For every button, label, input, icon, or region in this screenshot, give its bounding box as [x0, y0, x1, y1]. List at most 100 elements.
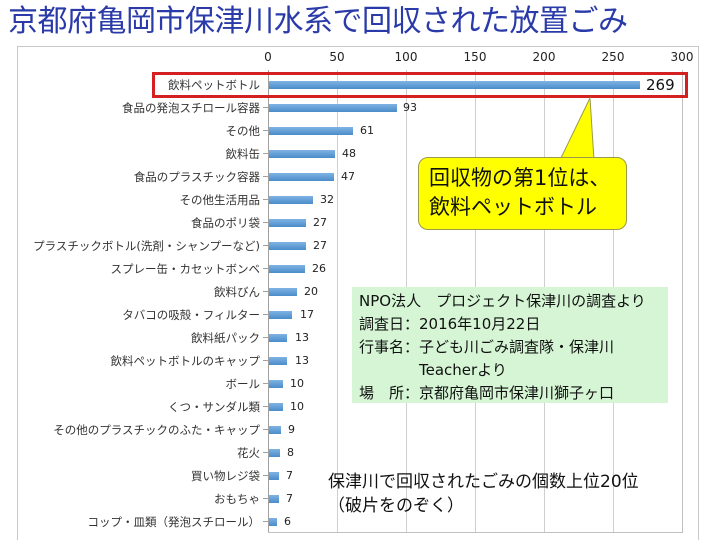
bar — [269, 311, 292, 319]
bar — [269, 173, 334, 181]
bar-row: おもちゃ 7 — [0, 487, 720, 510]
value-label: 10 — [290, 400, 304, 413]
bar — [269, 81, 640, 89]
y-tick — [263, 452, 268, 453]
category-label: 飲料ペットボトル — [168, 78, 260, 92]
x-tick: 300 — [670, 50, 694, 64]
value-label: 8 — [287, 446, 294, 459]
bar-row: プラスチックボトル(洗剤・シャンプーなど) 27 — [0, 234, 720, 257]
value-label: 17 — [300, 308, 314, 321]
x-tick: 150 — [463, 50, 487, 64]
category-label: 飲料缶 — [225, 147, 261, 161]
category-label: タバコの吸殻・フィルター — [122, 308, 260, 322]
y-tick — [263, 406, 268, 407]
category-label: 食品の発泡スチロール容器 — [122, 101, 260, 115]
callout-line-1: 回収物の第1位は、 — [429, 166, 611, 190]
bar — [269, 472, 279, 480]
value-label: 13 — [295, 354, 309, 367]
category-label: 飲料びん — [214, 285, 260, 299]
y-tick — [263, 268, 268, 269]
bar-row: その他 61 — [0, 119, 720, 142]
bar-row: コップ・皿類（発泡スチロール） 6 — [0, 510, 720, 533]
gridline-50 — [337, 70, 338, 532]
bar — [269, 449, 280, 457]
y-tick — [263, 498, 268, 499]
y-tick — [263, 222, 268, 223]
bar-row: 飲料びん 20 — [0, 280, 720, 303]
note-line: NPO法人 プロジェクト保津川の調査より — [359, 292, 646, 310]
callout-line-2: 飲料ペットボトル — [429, 195, 597, 219]
bar — [269, 518, 277, 526]
bar — [269, 242, 306, 250]
category-label: くつ・サンダル類 — [168, 400, 260, 414]
callout-bubble: 回収物の第1位は、 飲料ペットボトル — [418, 157, 627, 230]
note-line: Teacherより — [359, 361, 507, 379]
value-label: 27 — [313, 216, 327, 229]
highlight-box — [152, 72, 688, 98]
bar-row: その他生活用品 32 — [0, 188, 720, 211]
category-label: 買い物レジ袋 — [191, 469, 260, 483]
bar-row: タバコの吸殻・フィルター 17 — [0, 303, 720, 326]
category-label: 飲料ペットボトルのキャップ — [110, 354, 261, 368]
y-tick — [263, 153, 268, 154]
y-tick — [263, 337, 268, 338]
bar-row: 食品の発泡スチロール容器 93 — [0, 96, 720, 119]
y-axis-line — [268, 70, 269, 532]
y-tick — [263, 176, 268, 177]
bar — [269, 357, 287, 365]
bar-row: 飲料紙パック 13 — [0, 326, 720, 349]
y-tick — [263, 291, 268, 292]
value-label: 93 — [403, 101, 417, 114]
bar — [269, 334, 287, 342]
bar-row: その他のプラスチックのふた・キャップ 9 — [0, 418, 720, 441]
value-label: 9 — [288, 423, 295, 436]
y-tick — [263, 360, 268, 361]
bar-row: 食品のプラスチック容器 47 — [0, 165, 720, 188]
bar — [269, 196, 313, 204]
category-label: おもちゃ — [214, 492, 260, 506]
category-label: スプレー缶・カセットボンベ — [110, 262, 261, 276]
category-label: その他のプラスチックのふた・キャップ — [53, 423, 260, 437]
bar-row: くつ・サンダル類 10 — [0, 395, 720, 418]
y-tick — [263, 314, 268, 315]
category-label: 花火 — [237, 446, 260, 460]
bar — [269, 219, 306, 227]
value-label: 32 — [320, 193, 334, 206]
category-label: 食品のポリ袋 — [191, 216, 260, 230]
value-label: 61 — [360, 124, 374, 137]
note-line: 調査日：2016年10月22日 — [359, 315, 541, 333]
value-label: 7 — [286, 492, 293, 505]
source-note: NPO法人 プロジェクト保津川の調査より 調査日：2016年10月22日 行事名… — [352, 287, 668, 403]
bar-row: ボール 10 — [0, 372, 720, 395]
y-tick — [263, 429, 268, 430]
y-tick — [263, 383, 268, 384]
value-label: 20 — [304, 285, 318, 298]
value-label: 27 — [313, 239, 327, 252]
category-label: プラスチックボトル(洗剤・シャンプーなど) — [33, 239, 260, 253]
bar-row: 花火 8 — [0, 441, 720, 464]
value-label: 13 — [295, 331, 309, 344]
note-line: 場 所：京都府亀岡市保津川獅子ヶ口 — [359, 384, 615, 402]
bar — [269, 426, 281, 434]
bar-row: 飲料缶 48 — [0, 142, 720, 165]
x-tick: 100 — [394, 50, 418, 64]
bar-row: 飲料ペットボトル — [0, 73, 720, 96]
value-label: 47 — [341, 170, 355, 183]
note-line: 行事名：子ども川ごみ調査隊・保津川 — [359, 338, 615, 356]
category-label: 飲料紙パック — [191, 331, 260, 345]
category-label: ボール — [225, 377, 261, 391]
y-tick — [263, 130, 268, 131]
value-label: 7 — [286, 469, 293, 482]
bar — [269, 403, 283, 411]
category-label: コップ・皿類（発泡スチロール） — [87, 515, 261, 529]
footnote-line-1: 保津川で回収されたごみの個数上位20位 — [328, 472, 639, 492]
y-tick — [263, 245, 268, 246]
bar — [269, 127, 353, 135]
chart-frame — [17, 46, 699, 540]
bar — [269, 150, 335, 158]
bar-row: 食品のポリ袋 27 — [0, 211, 720, 234]
x-tick: 250 — [601, 50, 625, 64]
x-tick: 50 — [329, 50, 345, 64]
value-label: 6 — [284, 515, 291, 528]
bar-row: 飲料ペットボトルのキャップ 13 — [0, 349, 720, 372]
